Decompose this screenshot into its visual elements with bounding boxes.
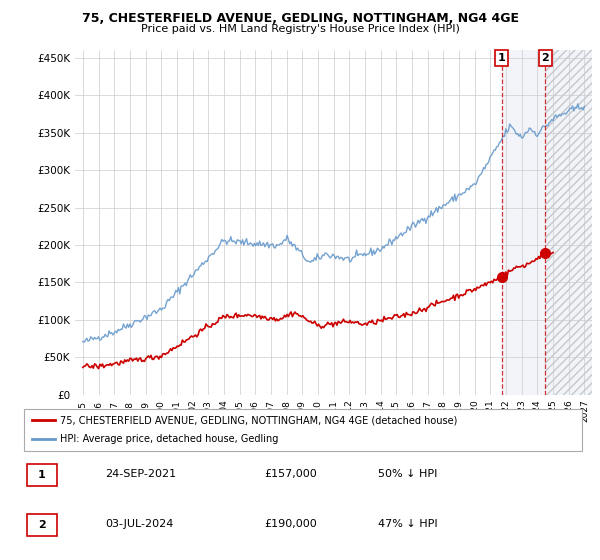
FancyBboxPatch shape [27,464,56,486]
Text: 24-SEP-2021: 24-SEP-2021 [105,469,176,479]
Bar [545,50,592,395]
Text: 50% ↓ HPI: 50% ↓ HPI [378,469,437,479]
Text: 2: 2 [541,53,549,63]
Text: 75, CHESTERFIELD AVENUE, GEDLING, NOTTINGHAM, NG4 4GE (detached house): 75, CHESTERFIELD AVENUE, GEDLING, NOTTIN… [60,415,458,425]
Bar [502,50,545,395]
Text: 1: 1 [498,53,506,63]
Text: £157,000: £157,000 [264,469,317,479]
Text: 75, CHESTERFIELD AVENUE, GEDLING, NOTTINGHAM, NG4 4GE: 75, CHESTERFIELD AVENUE, GEDLING, NOTTIN… [82,12,518,25]
Text: HPI: Average price, detached house, Gedling: HPI: Average price, detached house, Gedl… [60,435,278,445]
Text: 47% ↓ HPI: 47% ↓ HPI [378,520,437,529]
FancyBboxPatch shape [27,514,56,536]
Text: 03-JUL-2024: 03-JUL-2024 [105,520,173,529]
Text: 2: 2 [38,520,46,530]
Text: £190,000: £190,000 [264,520,317,529]
Text: Price paid vs. HM Land Registry's House Price Index (HPI): Price paid vs. HM Land Registry's House … [140,24,460,34]
FancyBboxPatch shape [24,409,582,451]
Text: 1: 1 [38,470,46,479]
